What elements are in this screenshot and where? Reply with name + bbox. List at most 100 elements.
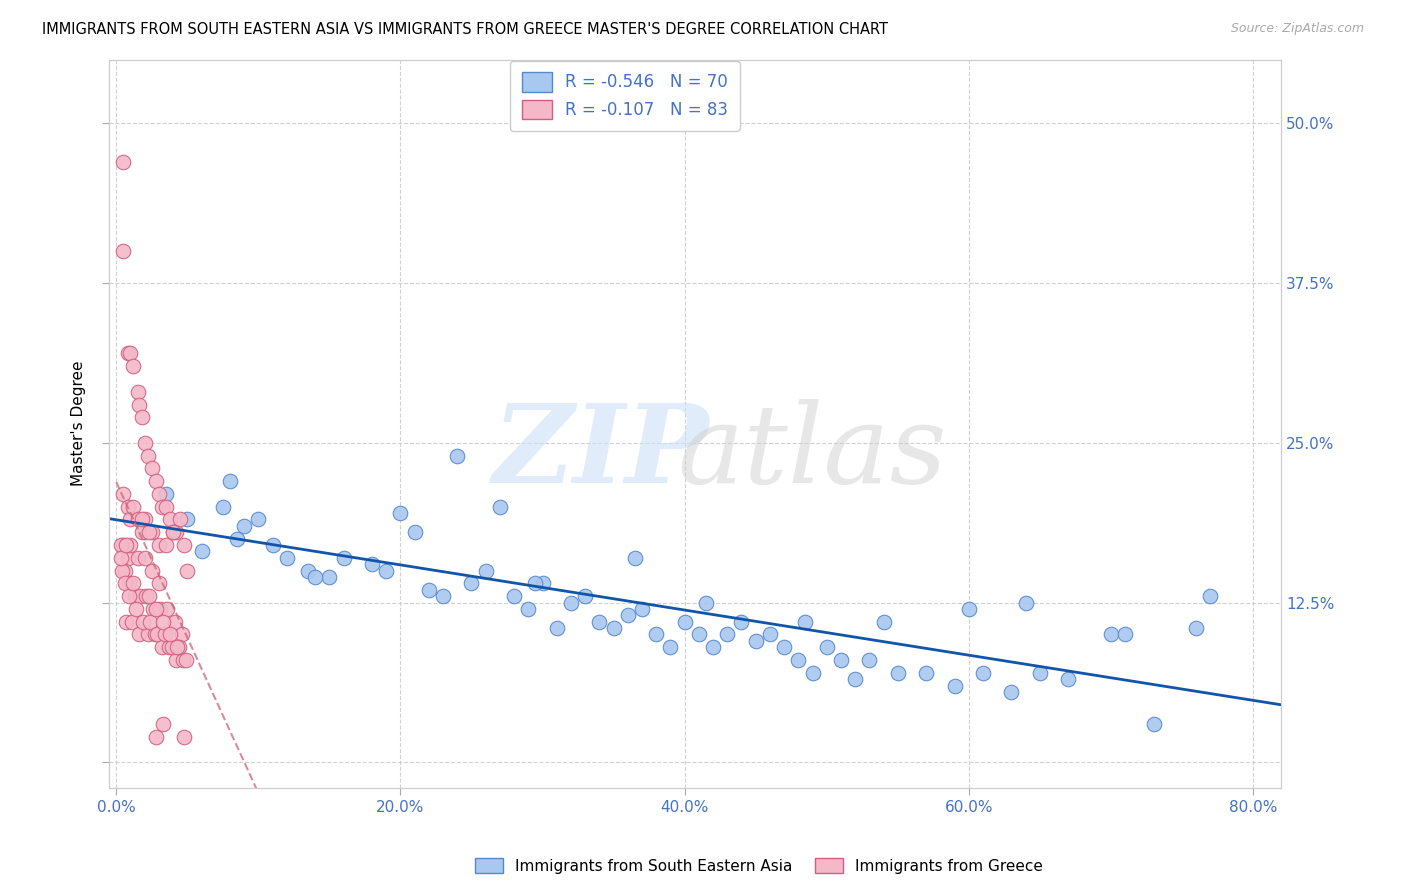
Point [134,550,156,565]
Point [117,500,139,514]
Point [432,589,454,603]
Point [112,487,135,501]
Point [138,525,160,540]
Point [262,538,284,552]
Point [152,615,174,629]
Point [489,500,512,514]
Point [830,653,852,667]
Point [127,512,149,526]
Point [744,633,766,648]
Point [1142,717,1164,731]
Point [163,615,186,629]
Point [688,627,710,641]
Point [127,550,149,565]
Point [118,589,141,603]
Point [297,564,319,578]
Point [276,550,298,565]
Point [166,640,188,655]
Point [114,564,136,578]
Point [148,538,170,552]
Point [801,665,824,680]
Point [773,640,796,655]
Point [153,627,176,641]
Point [247,512,270,526]
Point [1014,595,1036,609]
Point [176,512,198,526]
Point [134,435,156,450]
Point [361,558,384,572]
Point [524,576,547,591]
Point [560,595,582,609]
Point [702,640,724,655]
Point [759,627,782,641]
Point [858,653,880,667]
Point [124,589,146,603]
Point [844,672,866,686]
Point [602,621,624,635]
Point [112,538,135,552]
Point [131,512,153,526]
Point [460,576,482,591]
Point [631,602,654,616]
Point [1185,621,1208,635]
Point [531,576,554,591]
Point [176,564,198,578]
Point [404,525,426,540]
Point [162,525,184,540]
Text: Source: ZipAtlas.com: Source: ZipAtlas.com [1230,22,1364,36]
Point [122,576,145,591]
Point [1199,589,1222,603]
Point [730,615,752,629]
Point [112,244,135,259]
Point [142,602,165,616]
Point [1029,665,1052,680]
Point [145,602,167,616]
Point [128,397,150,411]
Point [1099,627,1122,641]
Point [114,576,136,591]
Point [673,615,696,629]
Point [155,538,177,552]
Point [794,615,817,629]
Point [155,487,177,501]
Y-axis label: Master's Degree: Master's Degree [72,361,86,486]
Point [1000,685,1022,699]
Point [165,653,187,667]
Point [141,564,163,578]
Point [887,665,910,680]
Point [787,653,810,667]
Point [134,512,156,526]
Point [127,384,149,399]
Point [117,346,139,360]
Point [170,627,193,641]
Point [159,627,181,641]
Point [211,500,233,514]
Point [162,525,184,540]
Point [111,564,134,578]
Point [135,589,157,603]
Point [145,730,167,744]
Point [172,653,194,667]
Point [226,532,249,546]
Point [120,512,142,526]
Point [474,564,496,578]
Point [148,576,170,591]
Point [174,653,197,667]
Point [617,608,640,623]
Point [148,487,170,501]
Point [110,550,132,565]
Point [695,595,717,609]
Point [943,679,966,693]
Point [645,627,668,641]
Point [136,627,159,641]
Point [517,602,540,616]
Point [375,564,398,578]
Point [131,410,153,425]
Point [173,730,195,744]
Point [659,640,682,655]
Point [145,474,167,488]
Point [1114,627,1136,641]
Point [115,538,138,552]
Legend: Immigrants from South Eastern Asia, Immigrants from Greece: Immigrants from South Eastern Asia, Immi… [470,852,1049,880]
Point [233,519,256,533]
